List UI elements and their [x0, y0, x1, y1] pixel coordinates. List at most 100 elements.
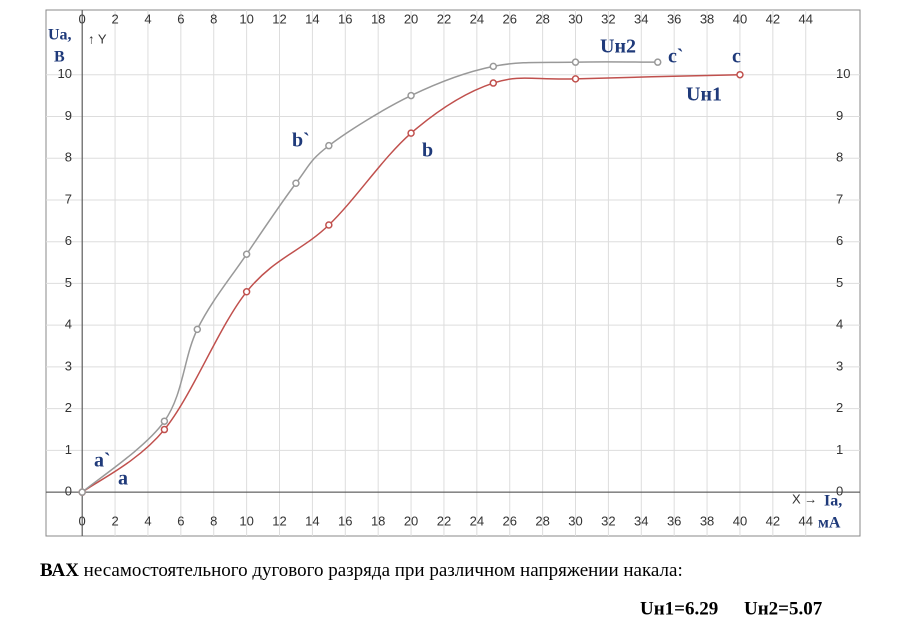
y-tick-label-right: 5 — [836, 275, 843, 290]
plot-frame — [45, 9, 861, 537]
y-axis-name: ↑ Y — [88, 31, 107, 46]
x-tick-label: 4 — [144, 513, 151, 528]
point — [160, 417, 169, 425]
x-tick-label: 18 — [371, 513, 385, 528]
annotation: b` — [292, 130, 310, 152]
y-tick-label: 5 — [65, 275, 72, 290]
x-tick-label: 14 — [305, 513, 319, 528]
x-tick-label-top: 42 — [766, 11, 780, 26]
x-tick-label: 44 — [798, 513, 812, 528]
point — [292, 179, 300, 187]
x-tick-label-top: 32 — [601, 11, 615, 26]
x-tick-label: 8 — [210, 513, 217, 528]
point — [736, 70, 744, 79]
x-tick-label: 36 — [667, 513, 681, 528]
point — [489, 79, 498, 87]
x-tick-label-top: 26 — [502, 11, 516, 26]
x-tick-label-top: 10 — [239, 11, 253, 26]
y-tick-label-right: 4 — [836, 317, 843, 332]
x-tick-label-top: 8 — [210, 11, 217, 26]
annotation: a — [118, 468, 128, 490]
x-tick-label-top: 30 — [568, 11, 582, 26]
caption-value: Uн2=5.07 — [744, 598, 823, 619]
x-tick-label: 10 — [239, 513, 253, 528]
x-tick-label: 16 — [338, 513, 352, 528]
y-tick-label: 4 — [65, 317, 72, 332]
y-tick-label: 8 — [65, 150, 72, 165]
point — [407, 91, 415, 100]
y-tick-label: 3 — [65, 358, 72, 373]
x-tick-label-top: 16 — [338, 11, 352, 26]
x-tick-label: 30 — [568, 513, 582, 528]
x-tick-label: 22 — [437, 513, 451, 528]
x-tick-label-top: 38 — [700, 11, 714, 26]
x-tick-label: 24 — [470, 513, 484, 528]
x-tick-label: 12 — [272, 513, 286, 528]
x-tick-label: 2 — [111, 513, 118, 528]
point — [193, 325, 202, 334]
annotation: c` — [668, 46, 684, 68]
annotation: a` — [94, 450, 111, 472]
y-tick-label-right: 3 — [836, 358, 843, 373]
x-tick-label: 40 — [733, 513, 747, 528]
point — [325, 221, 333, 229]
y-tick-label-right: 0 — [836, 484, 843, 499]
x-tick-label: 34 — [634, 513, 648, 528]
x-label: Ia, — [824, 493, 842, 510]
x-tick-label-top: 34 — [634, 11, 648, 26]
caption-text: несамостоятельного дугового разряда при … — [84, 560, 683, 581]
y-tick-label-right: 9 — [836, 108, 843, 123]
x-tick-label-top: 12 — [272, 11, 286, 26]
point — [489, 62, 498, 71]
y-tick-label: 0 — [65, 484, 72, 499]
y-tick-label-right: 6 — [836, 233, 843, 248]
y-tick-label: 6 — [65, 233, 72, 248]
y-tick-label-right: 10 — [836, 66, 850, 81]
x-tick-label-top: 6 — [177, 11, 184, 26]
x-tick-label-top: 14 — [305, 11, 319, 26]
point — [571, 75, 580, 83]
y-tick-label-right: 1 — [836, 442, 843, 457]
y-tick-label-right: 2 — [836, 400, 843, 415]
y-label-unit: B — [54, 49, 65, 66]
x-tick-label-top: 18 — [371, 11, 385, 26]
x-tick-label: 26 — [502, 513, 516, 528]
series-line — [81, 61, 658, 493]
caption-value: Uн1=6.29 — [640, 598, 718, 619]
y-tick-label: 2 — [65, 400, 72, 415]
point — [78, 488, 86, 496]
x-tick-label-top: 40 — [733, 11, 747, 26]
point — [653, 58, 662, 66]
x-tick-label-top: 44 — [798, 11, 812, 26]
x-tick-label-top: 36 — [667, 11, 681, 26]
x-tick-label: 32 — [601, 513, 615, 528]
x-tick-label-top: 28 — [535, 11, 549, 26]
x-label-unit: мА — [818, 515, 841, 532]
annotation: b — [422, 140, 433, 162]
caption-bold: ВАХ — [40, 560, 79, 581]
x-tick-label: 42 — [766, 513, 780, 528]
y-tick-label: 1 — [65, 442, 72, 457]
x-axis-name: X → — [792, 491, 817, 506]
x-tick-label: 20 — [404, 513, 418, 528]
point — [407, 129, 415, 137]
x-tick-label: 28 — [535, 513, 549, 528]
x-tick-label-top: 2 — [111, 11, 118, 26]
annotation: c — [732, 46, 741, 68]
x-tick-label-top: 22 — [437, 11, 451, 26]
point — [160, 425, 169, 434]
x-tick-label-top: 24 — [470, 11, 484, 26]
y-tick-label: 10 — [58, 66, 72, 81]
y-tick-label-right: 8 — [836, 150, 843, 165]
point — [571, 58, 580, 66]
x-tick-label-top: 4 — [144, 11, 151, 26]
point — [242, 288, 251, 296]
y-tick-label: 7 — [65, 191, 72, 206]
y-label: Ua, — [48, 27, 72, 44]
caption: ВАХ несамостоятельного дугового разряда … — [40, 560, 683, 581]
series-label: Uн2 — [600, 36, 636, 58]
series-label: Uн1 — [686, 84, 722, 106]
y-tick-label-right: 7 — [836, 191, 843, 206]
x-tick-label-top: 20 — [404, 11, 418, 26]
